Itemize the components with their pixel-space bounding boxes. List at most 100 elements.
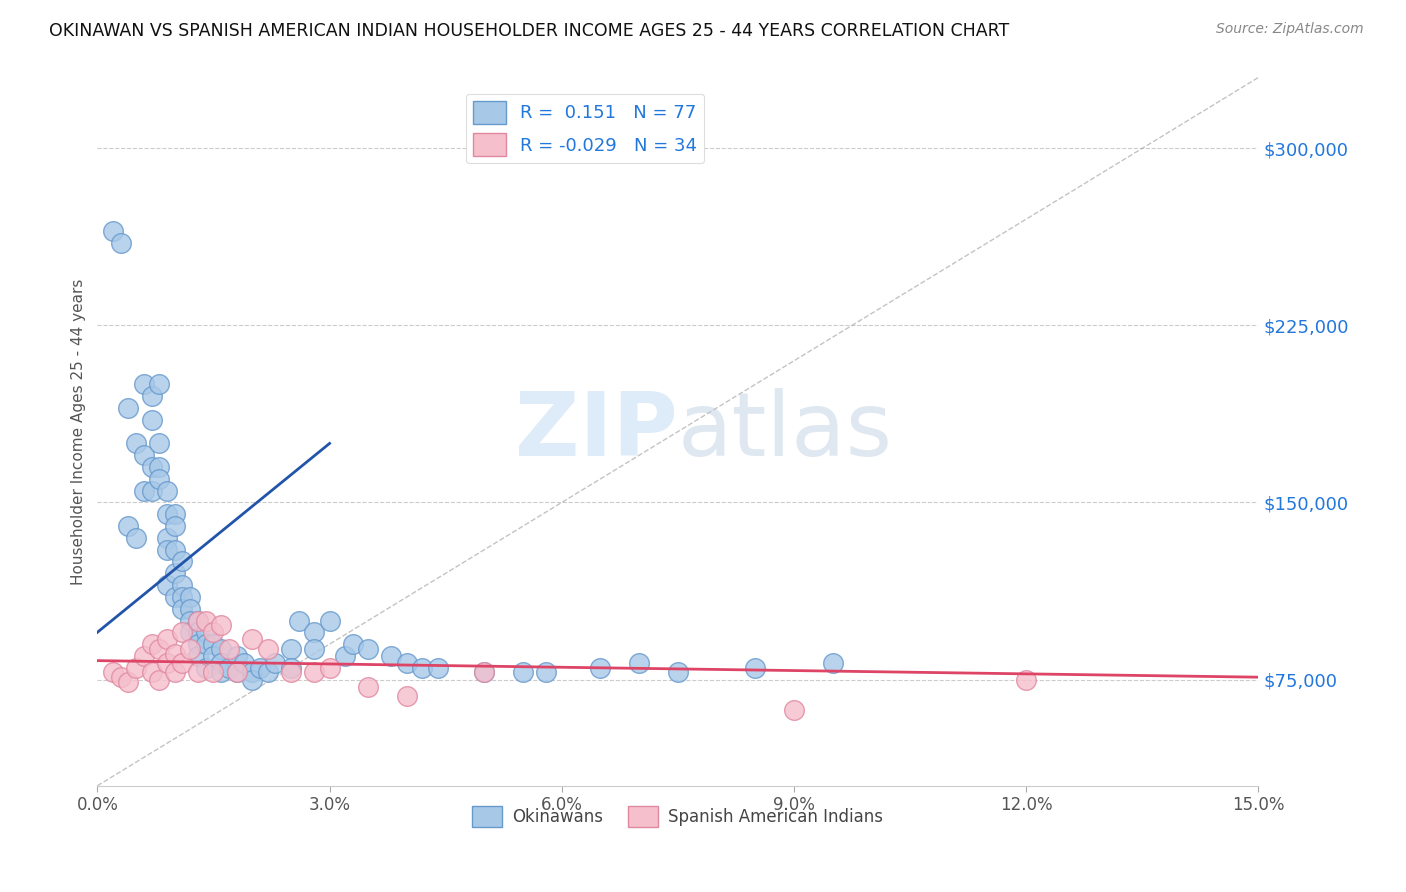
Point [194, 661, 217, 675]
Point [163, 566, 186, 581]
Point [156, 483, 179, 498]
Point [240, 673, 263, 687]
Point [744, 661, 766, 675]
Point [357, 680, 380, 694]
Point [187, 614, 209, 628]
Point [225, 665, 247, 680]
Point [318, 614, 340, 628]
Point [395, 656, 418, 670]
Point [256, 665, 278, 680]
Point [302, 641, 325, 656]
Point [148, 460, 170, 475]
Point [187, 625, 209, 640]
Point [187, 637, 209, 651]
Point [209, 618, 232, 632]
Point [202, 665, 225, 680]
Y-axis label: Householder Income Ages 25 - 44 years: Householder Income Ages 25 - 44 years [72, 278, 86, 585]
Point [194, 614, 217, 628]
Point [287, 614, 309, 628]
Point [179, 601, 201, 615]
Point [163, 590, 186, 604]
Legend: Okinawans, Spanish American Indians: Okinawans, Spanish American Indians [465, 799, 890, 834]
Point [218, 661, 240, 675]
Point [141, 389, 163, 403]
Point [194, 625, 217, 640]
Point [163, 665, 186, 680]
Point [225, 665, 247, 680]
Point [163, 647, 186, 661]
Point [148, 377, 170, 392]
Point [179, 625, 201, 640]
Point [380, 648, 402, 663]
Point [225, 648, 247, 663]
Point [240, 665, 263, 680]
Point [172, 554, 194, 568]
Point [132, 377, 155, 392]
Point [209, 656, 232, 670]
Point [187, 665, 209, 680]
Point [202, 637, 225, 651]
Point [156, 542, 179, 557]
Point [172, 590, 194, 604]
Point [302, 625, 325, 640]
Point [209, 665, 232, 680]
Point [156, 531, 179, 545]
Point [209, 641, 232, 656]
Point [411, 661, 433, 675]
Text: ZIP: ZIP [515, 388, 678, 475]
Point [280, 665, 302, 680]
Point [132, 448, 155, 462]
Point [101, 665, 124, 680]
Point [179, 590, 201, 604]
Point [783, 703, 806, 717]
Point [172, 656, 194, 670]
Point [233, 656, 256, 670]
Point [1015, 673, 1038, 687]
Point [342, 637, 364, 651]
Point [172, 578, 194, 592]
Point [187, 614, 209, 628]
Point [318, 661, 340, 675]
Point [357, 641, 380, 656]
Point [172, 625, 194, 640]
Point [163, 508, 186, 522]
Point [163, 542, 186, 557]
Point [426, 661, 449, 675]
Point [474, 665, 496, 680]
Point [536, 665, 558, 680]
Point [132, 483, 155, 498]
Text: Source: ZipAtlas.com: Source: ZipAtlas.com [1216, 22, 1364, 37]
Point [256, 641, 278, 656]
Point [249, 661, 271, 675]
Point [187, 648, 209, 663]
Point [156, 508, 179, 522]
Point [156, 578, 179, 592]
Point [125, 531, 148, 545]
Text: atlas: atlas [678, 388, 893, 475]
Point [172, 601, 194, 615]
Point [240, 632, 263, 647]
Point [179, 641, 201, 656]
Point [163, 519, 186, 533]
Point [194, 637, 217, 651]
Point [179, 614, 201, 628]
Point [148, 641, 170, 656]
Point [117, 401, 139, 415]
Point [218, 641, 240, 656]
Point [148, 673, 170, 687]
Point [141, 637, 163, 651]
Point [141, 665, 163, 680]
Point [589, 661, 612, 675]
Point [110, 235, 132, 250]
Point [125, 661, 148, 675]
Point [302, 665, 325, 680]
Point [156, 656, 179, 670]
Point [474, 665, 496, 680]
Point [148, 436, 170, 450]
Point [264, 656, 287, 670]
Point [141, 413, 163, 427]
Point [125, 436, 148, 450]
Point [628, 656, 651, 670]
Point [202, 648, 225, 663]
Point [132, 648, 155, 663]
